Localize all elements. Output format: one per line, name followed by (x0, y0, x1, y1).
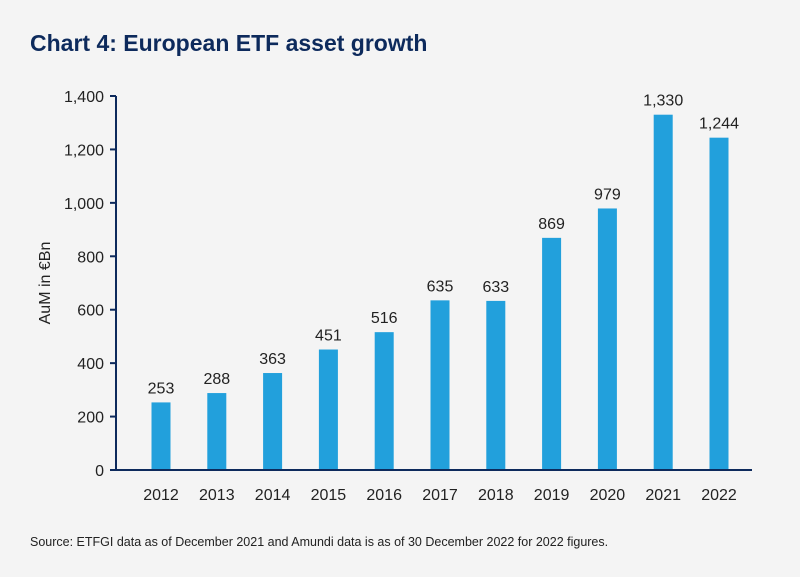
data-label-2013: 288 (203, 371, 230, 388)
data-label-2021: 1,330 (643, 93, 683, 110)
x-axis-labels: 2012 2013 2014 2015 2016 2017 2018 2019 2020 2021… (143, 487, 737, 504)
data-label-2012: 253 (148, 380, 175, 397)
y-tick-label: 0 (95, 463, 104, 480)
x-tick-label: 2020 (590, 487, 626, 504)
y-tick-label: 1,200 (64, 142, 104, 159)
x-tick-label: 2017 (422, 487, 458, 504)
data-label-2018: 633 (482, 279, 509, 296)
data-label-2015: 451 (315, 328, 342, 345)
x-tick-label: 2022 (701, 487, 737, 504)
chart-title: Chart 4: European ETF asset growth (30, 30, 428, 56)
source-note: Source: ETFGI data as of December 2021 a… (30, 535, 609, 549)
bar-2012 (151, 402, 171, 470)
y-tick-label: 400 (77, 356, 104, 373)
bar-2017 (430, 300, 450, 470)
bar-2018 (486, 300, 506, 470)
bar-2019 (542, 237, 562, 470)
bar-2016 (374, 332, 394, 470)
data-label-2022: 1,244 (699, 116, 739, 133)
data-label-2014: 363 (259, 351, 286, 368)
y-tick-label: 600 (77, 303, 104, 320)
y-axis-title: AuM in €Bn (37, 242, 54, 325)
bar-2015 (318, 349, 338, 470)
data-label-2016: 516 (371, 310, 398, 327)
x-tick-label: 2014 (255, 487, 291, 504)
bars (151, 114, 729, 470)
x-tick-label: 2013 (199, 487, 235, 504)
x-tick-label: 2016 (366, 487, 402, 504)
y-tick-label: 800 (77, 249, 104, 266)
x-tick-label: 2015 (311, 487, 347, 504)
bar-2013 (207, 393, 227, 470)
bar-2014 (263, 373, 283, 470)
y-tick-label: 200 (77, 410, 104, 427)
y-tick-label: 1,400 (64, 89, 104, 106)
x-tick-label: 2019 (534, 487, 570, 504)
data-label-2017: 635 (427, 278, 454, 295)
y-tick-label: 1,000 (64, 196, 104, 213)
y-axis-ticks: 0 200 400 600 800 1,000 1,200 1,400 (64, 89, 116, 480)
data-label-2019: 869 (538, 216, 565, 233)
bar-2022 (709, 137, 729, 470)
x-tick-label: 2018 (478, 487, 514, 504)
x-tick-label: 2021 (645, 487, 681, 504)
x-tick-label: 2012 (143, 487, 179, 504)
data-label-2020: 979 (594, 186, 621, 203)
bar-2021 (653, 114, 673, 470)
bar-2020 (597, 208, 617, 470)
data-labels: 253 288 363 451 516 635 633 869 979 1,330 1,244 (148, 93, 739, 398)
